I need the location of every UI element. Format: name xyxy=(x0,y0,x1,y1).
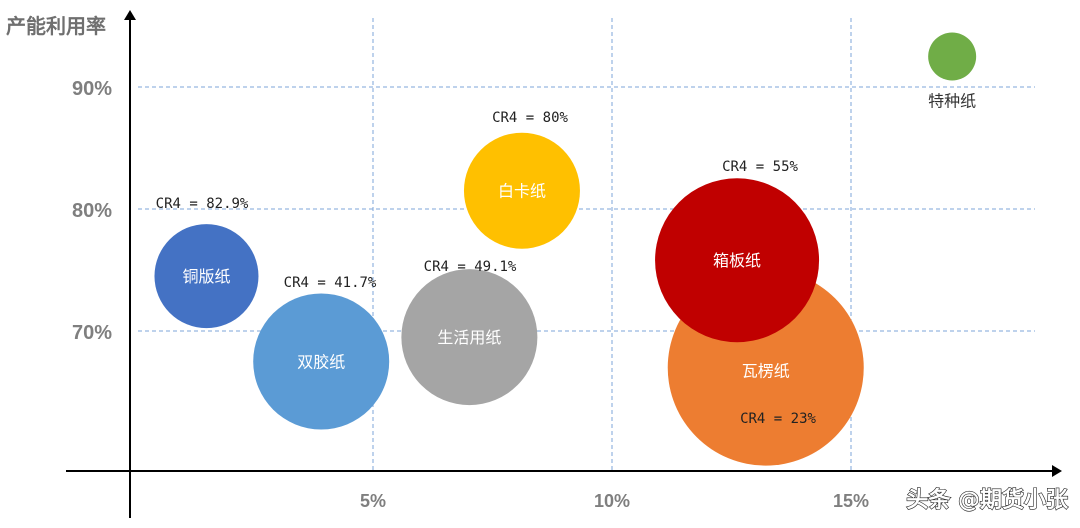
x-tick-label: 10% xyxy=(594,491,630,511)
bubble-circle xyxy=(253,293,390,430)
bubble-特种纸: 特种纸 xyxy=(928,32,977,111)
watermark-text: 头条 @期货小张 xyxy=(906,487,1069,513)
bubble-circle xyxy=(401,269,538,406)
bubble-label: 箱板纸 xyxy=(713,251,761,270)
bubble-label: 铜版纸 xyxy=(182,267,230,286)
y-tick-label: 90% xyxy=(72,78,112,100)
bubble-circle xyxy=(463,132,580,249)
cr4-label: CR4 = 80% xyxy=(492,110,568,126)
x-tick-label: 15% xyxy=(833,491,869,511)
bubble-铜版纸: 铜版纸 xyxy=(154,224,259,329)
x-axis-arrow xyxy=(1052,465,1062,477)
bubble-circle xyxy=(928,32,977,81)
bubble-circle xyxy=(154,224,259,329)
bubble-生活用纸: 生活用纸 xyxy=(401,269,538,406)
bubble-circle xyxy=(655,178,820,343)
y-axis-label: 产能利用率 xyxy=(6,14,106,38)
bubble-label: 生活用纸 xyxy=(437,328,501,347)
cr4-label: CR4 = 82.9% xyxy=(156,196,249,212)
bubble-label: 特种纸 xyxy=(928,92,976,111)
bubble-双胶纸: 双胶纸 xyxy=(253,293,390,430)
watermark: 头条 @期货小张 xyxy=(906,482,1069,514)
cr4-label: CR4 = 55% xyxy=(722,159,798,175)
y-tick-label: 70% xyxy=(72,322,112,344)
bubble-label: 瓦楞纸 xyxy=(742,362,790,381)
bubble-箱板纸: 箱板纸 xyxy=(655,178,820,343)
cr4-label: CR4 = 23% xyxy=(740,411,816,427)
bubble-白卡纸: 白卡纸 xyxy=(463,132,580,249)
bubble-label: 双胶纸 xyxy=(297,353,345,372)
y-axis-arrow xyxy=(124,10,136,20)
bubble-label: 白卡纸 xyxy=(498,182,546,201)
y-tick-label: 80% xyxy=(72,200,112,222)
cr4-label: CR4 = 41.7% xyxy=(284,275,377,291)
x-tick-label: 5% xyxy=(360,491,386,511)
cr4-label: CR4 = 49.1% xyxy=(424,259,517,275)
